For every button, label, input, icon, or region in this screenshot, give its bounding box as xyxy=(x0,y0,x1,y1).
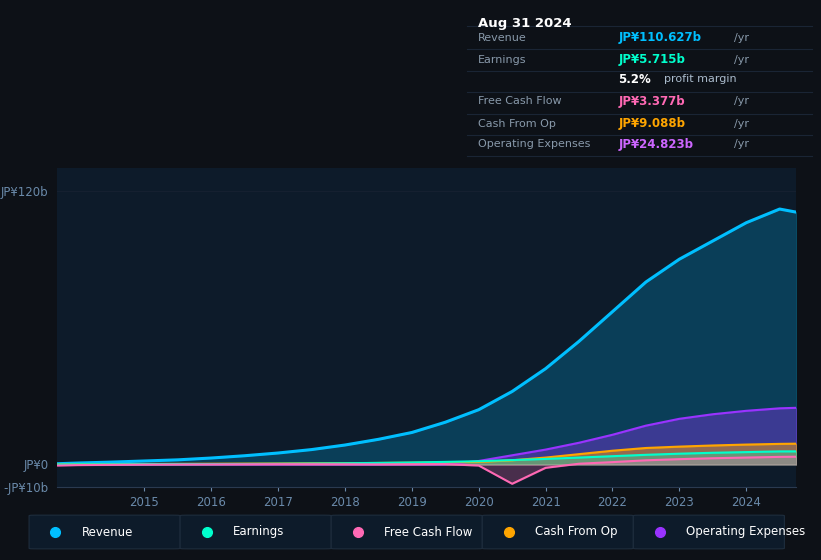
Text: JP¥3.377b: JP¥3.377b xyxy=(618,95,685,108)
Text: JP¥24.823b: JP¥24.823b xyxy=(618,138,694,151)
Text: /yr: /yr xyxy=(735,139,750,150)
Text: Revenue: Revenue xyxy=(478,32,526,43)
Text: 5.2%: 5.2% xyxy=(618,72,651,86)
Text: Earnings: Earnings xyxy=(233,525,284,539)
Text: profit margin: profit margin xyxy=(664,74,736,84)
FancyBboxPatch shape xyxy=(180,515,331,549)
FancyBboxPatch shape xyxy=(482,515,633,549)
Text: Free Cash Flow: Free Cash Flow xyxy=(478,96,562,106)
Text: JP¥5.715b: JP¥5.715b xyxy=(618,53,686,67)
Text: Operating Expenses: Operating Expenses xyxy=(686,525,805,539)
FancyBboxPatch shape xyxy=(331,515,482,549)
Text: Operating Expenses: Operating Expenses xyxy=(478,139,590,150)
Text: Earnings: Earnings xyxy=(478,55,526,65)
FancyBboxPatch shape xyxy=(29,515,180,549)
Text: Revenue: Revenue xyxy=(82,525,133,539)
Text: /yr: /yr xyxy=(735,119,750,129)
Text: Cash From Op: Cash From Op xyxy=(478,119,556,129)
Text: /yr: /yr xyxy=(735,55,750,65)
FancyBboxPatch shape xyxy=(633,515,784,549)
Text: /yr: /yr xyxy=(735,96,750,106)
Text: Aug 31 2024: Aug 31 2024 xyxy=(478,17,571,30)
Text: Free Cash Flow: Free Cash Flow xyxy=(384,525,472,539)
Text: JP¥110.627b: JP¥110.627b xyxy=(618,31,701,44)
Text: Cash From Op: Cash From Op xyxy=(535,525,617,539)
Text: /yr: /yr xyxy=(735,32,750,43)
Text: JP¥9.088b: JP¥9.088b xyxy=(618,117,686,130)
